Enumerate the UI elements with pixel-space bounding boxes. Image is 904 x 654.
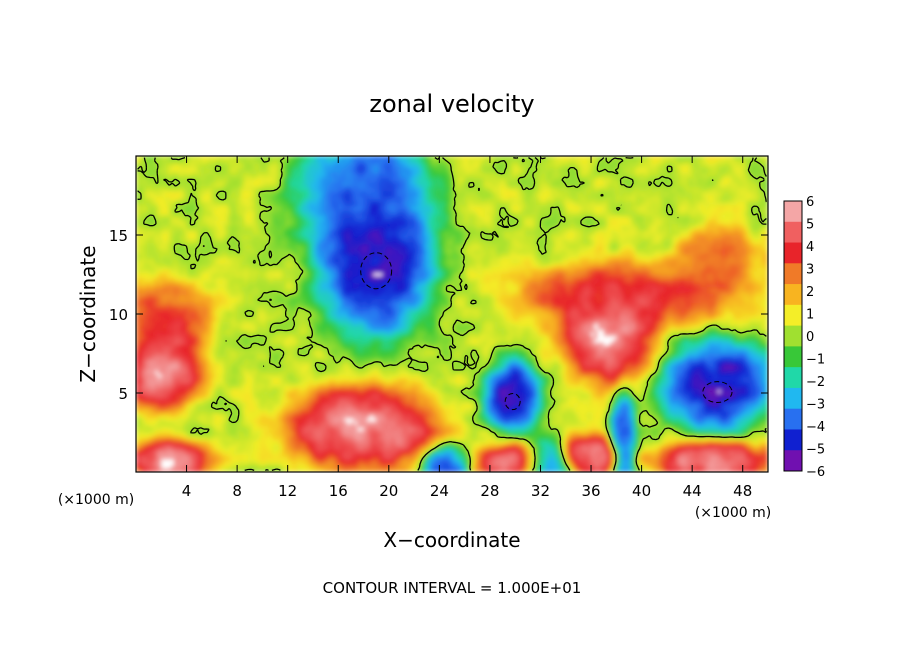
- x-tick-label: 8: [232, 482, 242, 500]
- chart-title: zonal velocity: [369, 90, 534, 118]
- colorbar-label: 5: [806, 218, 814, 233]
- colorbar-label: 2: [806, 285, 814, 300]
- y-axis-title: Z−coordinate: [76, 245, 100, 382]
- y-axis-ticks: 5 10 15: [109, 227, 768, 403]
- x-tick-label: 16: [329, 482, 348, 500]
- y-tick-label: 10: [109, 306, 128, 324]
- colorbar-swatch: [784, 387, 802, 410]
- colorbar-label: −1: [806, 353, 825, 368]
- x-axis-ticks: 4 8 12 16 20 24 28 32 36 40 44 48: [182, 156, 752, 500]
- colorbar-swatch: [784, 304, 802, 327]
- x-tick-label: 48: [733, 482, 752, 500]
- colorbar-label: −2: [806, 375, 825, 390]
- x-tick-label: 40: [632, 482, 651, 500]
- negative-contour-dashed: [504, 392, 521, 411]
- colorbar-swatch: [784, 242, 802, 264]
- x-tick-label: 24: [430, 482, 449, 500]
- x-tick-label: 4: [182, 482, 192, 500]
- colorbar-label: 4: [806, 240, 814, 255]
- x-axis-title: X−coordinate: [383, 528, 520, 552]
- colorbar-swatch: [784, 346, 802, 368]
- x-tick-label: 32: [531, 482, 550, 500]
- colorbar-label: 0: [806, 330, 814, 345]
- velocity-heatmap: [136, 156, 768, 472]
- colorbar-swatch: [784, 325, 802, 347]
- colorbar: 6 5 4 3 2 1 0 −1 −2 −3 −4 −5 −6: [783, 195, 825, 480]
- colorbar-swatch: [784, 450, 802, 472]
- y-tick-label: 15: [109, 227, 128, 245]
- colorbar-swatch: [784, 429, 802, 451]
- colorbar-label: −6: [806, 465, 825, 480]
- x-tick-label: 28: [480, 482, 499, 500]
- y-tick-label: 5: [118, 385, 128, 403]
- colorbar-label: −5: [806, 443, 825, 458]
- colorbar-swatch: [784, 367, 802, 389]
- colorbar-label: −3: [806, 398, 825, 413]
- negative-contour-dashed: [702, 381, 733, 403]
- colorbar-label: 6: [806, 195, 814, 210]
- x-unit-label: (×1000 m): [695, 505, 771, 521]
- colorbar-label: −4: [806, 420, 825, 435]
- colorbar-swatch: [784, 408, 802, 430]
- colorbar-frame: [783, 200, 803, 472]
- colorbar-swatch: [784, 263, 802, 285]
- colorbar-swatch: [784, 284, 802, 306]
- x-tick-label: 36: [581, 482, 600, 500]
- x-tick-label: 12: [278, 482, 297, 500]
- negative-contour-dashed: [360, 252, 393, 290]
- colorbar-swatch: [784, 201, 802, 223]
- x-tick-label: 20: [379, 482, 398, 500]
- colorbar-swatch: [784, 221, 802, 244]
- colorbar-label: 3: [806, 263, 814, 278]
- x-tick-label: 44: [683, 482, 702, 500]
- zero-contour-lines: [137, 156, 767, 472]
- colorbar-label: 1: [806, 308, 814, 323]
- contour-interval-note: CONTOUR INTERVAL = 1.000E+01: [323, 579, 582, 597]
- z-unit-label: (×1000 m): [58, 492, 134, 508]
- zero-contour: [137, 156, 767, 472]
